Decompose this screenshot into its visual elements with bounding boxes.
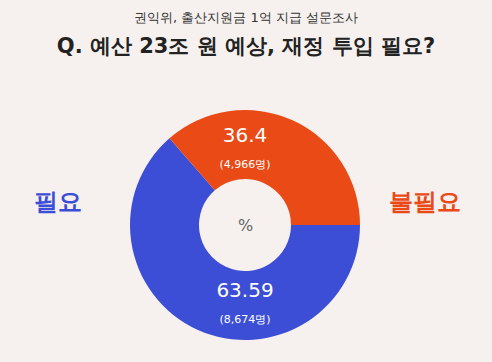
svg-text:권익위, 출산지원금 1억 지급 설문조사: 권익위, 출산지원금 1억 지급 설문조사 [134, 10, 358, 25]
svg-text:필요: 필요 [34, 188, 82, 216]
svg-text:63.59(8,674명): 63.59(8,674명) [216, 278, 273, 326]
svg-text:Q. 예산 23조 원 예상, 재정 투입 필요?: Q. 예산 23조 원 예상, 재정 투입 필요? [57, 34, 435, 58]
svg-text:%: % [238, 216, 253, 235]
svg-text:36.4(4,966명): 36.4(4,966명) [219, 123, 270, 171]
svg-text:불필요: 불필요 [389, 188, 461, 216]
